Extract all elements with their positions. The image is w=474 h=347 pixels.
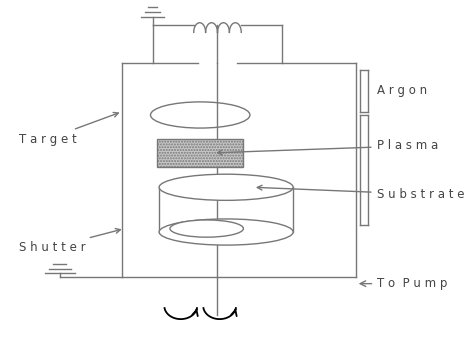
Text: A r g o n: A r g o n — [376, 84, 427, 98]
Bar — [157, 139, 244, 167]
Text: T a r g e t: T a r g e t — [18, 112, 118, 146]
Ellipse shape — [159, 219, 293, 245]
Text: S h u t t e r: S h u t t e r — [18, 229, 120, 254]
Ellipse shape — [170, 220, 244, 237]
Text: T o  P u m p: T o P u m p — [376, 277, 447, 290]
Ellipse shape — [159, 174, 293, 200]
Text: S u b s t r a t e: S u b s t r a t e — [257, 185, 464, 201]
Text: P l a s m a: P l a s m a — [218, 139, 438, 155]
